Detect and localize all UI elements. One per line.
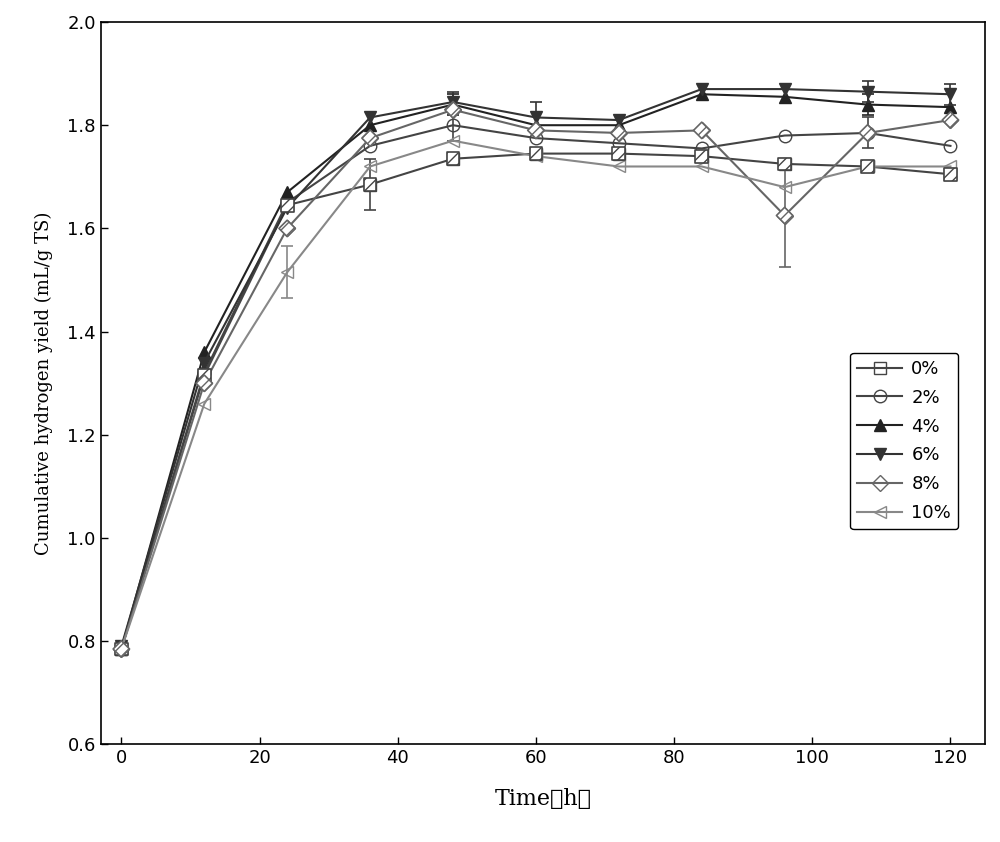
Point [279, 221, 295, 235]
10% [281, 267, 293, 277]
2% [198, 368, 210, 378]
8% [281, 223, 293, 233]
6% [862, 87, 874, 97]
0% [281, 200, 293, 210]
0% [613, 148, 625, 158]
2% [281, 198, 293, 208]
Point [860, 160, 876, 173]
Point [860, 126, 876, 140]
Line: 8%: 8% [116, 104, 956, 654]
4% [613, 120, 625, 131]
0% [944, 169, 956, 179]
2% [613, 138, 625, 148]
2% [530, 133, 542, 143]
10% [613, 162, 625, 172]
Point [445, 103, 461, 116]
8% [115, 644, 127, 654]
Point [777, 157, 793, 171]
10% [115, 644, 127, 654]
Point [777, 209, 793, 222]
Point [528, 124, 544, 137]
Point [694, 124, 710, 137]
2% [447, 120, 459, 131]
Line: 6%: 6% [115, 83, 957, 653]
Point [942, 114, 958, 127]
6% [364, 113, 376, 123]
6% [530, 113, 542, 123]
8% [364, 133, 376, 143]
2% [779, 131, 791, 141]
0% [198, 370, 210, 381]
8% [198, 378, 210, 388]
Point [611, 147, 627, 160]
8% [696, 125, 708, 136]
0% [530, 148, 542, 158]
0% [696, 151, 708, 161]
2% [696, 143, 708, 153]
0% [447, 154, 459, 164]
Line: 0%: 0% [115, 147, 957, 655]
2% [862, 128, 874, 138]
Point [196, 369, 212, 382]
4% [696, 89, 708, 99]
2% [364, 141, 376, 151]
4% [281, 187, 293, 197]
0% [862, 162, 874, 172]
Point [528, 147, 544, 160]
Line: 10%: 10% [115, 135, 957, 655]
10% [779, 182, 791, 192]
Legend: 0%, 2%, 4%, 6%, 8%, 10%: 0%, 2%, 4%, 6%, 8%, 10% [850, 353, 958, 530]
10% [198, 399, 210, 409]
Y-axis label: Cumulative hydrogen yield (mL/g TS): Cumulative hydrogen yield (mL/g TS) [35, 211, 53, 555]
4% [447, 99, 459, 109]
10% [364, 162, 376, 172]
8% [530, 125, 542, 136]
10% [447, 136, 459, 146]
2% [115, 644, 127, 654]
2% [944, 141, 956, 151]
X-axis label: Time（h）: Time（h） [494, 788, 591, 810]
6% [447, 97, 459, 107]
4% [198, 347, 210, 357]
Line: 4%: 4% [115, 88, 957, 655]
4% [862, 99, 874, 109]
10% [530, 151, 542, 161]
6% [779, 84, 791, 94]
Point [611, 126, 627, 140]
Point [196, 376, 212, 390]
Point [362, 131, 378, 145]
8% [944, 115, 956, 125]
0% [364, 179, 376, 189]
0% [779, 159, 791, 169]
Point [694, 149, 710, 163]
6% [613, 115, 625, 125]
Point [445, 152, 461, 166]
6% [944, 89, 956, 99]
4% [115, 644, 127, 654]
Point [362, 178, 378, 191]
10% [862, 162, 874, 172]
4% [779, 92, 791, 102]
Point [113, 642, 129, 656]
10% [944, 162, 956, 172]
8% [613, 128, 625, 138]
Point [942, 168, 958, 181]
6% [696, 84, 708, 94]
4% [944, 102, 956, 112]
6% [198, 358, 210, 368]
6% [115, 642, 127, 652]
Point [279, 199, 295, 212]
8% [779, 210, 791, 221]
4% [364, 120, 376, 131]
8% [862, 128, 874, 138]
6% [281, 203, 293, 213]
10% [696, 162, 708, 172]
0% [115, 644, 127, 654]
8% [447, 104, 459, 115]
Point [113, 642, 129, 656]
4% [530, 120, 542, 131]
Line: 2%: 2% [115, 119, 957, 655]
